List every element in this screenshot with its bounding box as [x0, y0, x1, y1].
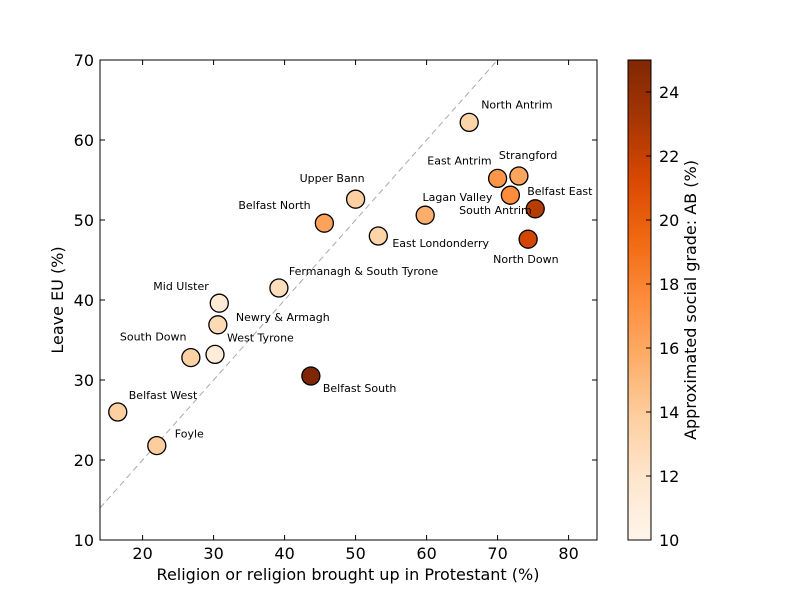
colorbar-tick-label: 14: [659, 403, 679, 422]
point-label: Belfast North: [238, 199, 310, 212]
x-tick-label: 80: [558, 544, 578, 563]
point-label: Upper Bann: [300, 172, 365, 185]
y-tick-label: 20: [74, 451, 94, 470]
y-tick-label: 50: [74, 211, 94, 230]
point-label: Foyle: [175, 428, 204, 441]
axes: 20 30 40 50 60 70 80 10 20 30 40 50 60 70: [74, 51, 598, 563]
data-point: [459, 112, 479, 133]
point-label: North Antrim: [481, 98, 552, 111]
x-tick-label: 20: [132, 544, 152, 563]
y-tick-label: 10: [74, 531, 94, 550]
colorbar-tick-label: 20: [659, 211, 679, 230]
colorbar-label: Approximated social grade: AB (%): [681, 160, 700, 440]
data-point: [108, 402, 128, 422]
data-point: [314, 213, 335, 233]
point-label: East Antrim: [427, 154, 491, 167]
y-tick-label: 30: [74, 371, 94, 390]
plot-frame: [99, 59, 598, 541]
x-tick-label: 30: [203, 544, 223, 563]
y-tick-label: 70: [74, 51, 94, 70]
plot-area: North Antrim East Antrim Strangford Belfast…: [99, 59, 593, 509]
point-label: Strangford: [499, 149, 557, 162]
point-label: East Londonderry: [392, 237, 489, 250]
colorbar-tick-label: 22: [659, 147, 679, 166]
data-point: [181, 347, 201, 368]
data-point: [209, 293, 229, 313]
data-point: [487, 168, 508, 189]
y-tick-label: 40: [74, 291, 94, 310]
point-label: South Down: [120, 331, 187, 344]
data-point: [208, 315, 228, 335]
colorbar-gradient: [627, 59, 652, 541]
y-axis-label: Leave EU (%): [48, 246, 67, 353]
colorbar-tick-label: 18: [659, 275, 679, 294]
data-point: [368, 226, 388, 246]
point-label: Lagan Valley: [423, 191, 493, 204]
colorbar-tick-label: 24: [659, 83, 679, 102]
data-point: [509, 166, 529, 186]
data-point: [269, 278, 289, 298]
colorbar-tick-label: 10: [659, 531, 679, 550]
point-label: Fermanagh & South Tyrone: [289, 265, 438, 278]
data-point: [205, 344, 225, 365]
point-label: West Tyrone: [227, 331, 294, 344]
point-label: North Down: [493, 253, 558, 266]
data-point: [500, 185, 521, 205]
data-point: [518, 229, 538, 249]
point-label: Belfast West: [129, 389, 198, 402]
colorbar-tick-label: 16: [659, 339, 679, 358]
point-label: Belfast East: [527, 185, 593, 198]
colorbar: 10 12 14 16 18 20 22 24: [627, 59, 679, 550]
colorbar-tick-label: 12: [659, 467, 679, 486]
point-label: Newry & Armagh: [236, 311, 330, 324]
x-axis-label: Religion or religion brought up in Prote…: [157, 565, 540, 584]
x-tick-label: 60: [416, 544, 436, 563]
point-label: Belfast South: [323, 382, 397, 395]
x-tick-label: 70: [487, 544, 507, 563]
x-tick-label: 40: [274, 544, 294, 563]
data-point: [525, 199, 545, 219]
data-point: [147, 435, 167, 456]
x-tick-label: 50: [345, 544, 365, 563]
data-point: [301, 366, 321, 386]
point-label: Mid Ulster: [153, 280, 209, 293]
point-label: South Antrim: [459, 204, 532, 217]
y-tick-label: 60: [74, 131, 94, 150]
data-point: [415, 205, 435, 225]
data-point: [345, 189, 366, 209]
